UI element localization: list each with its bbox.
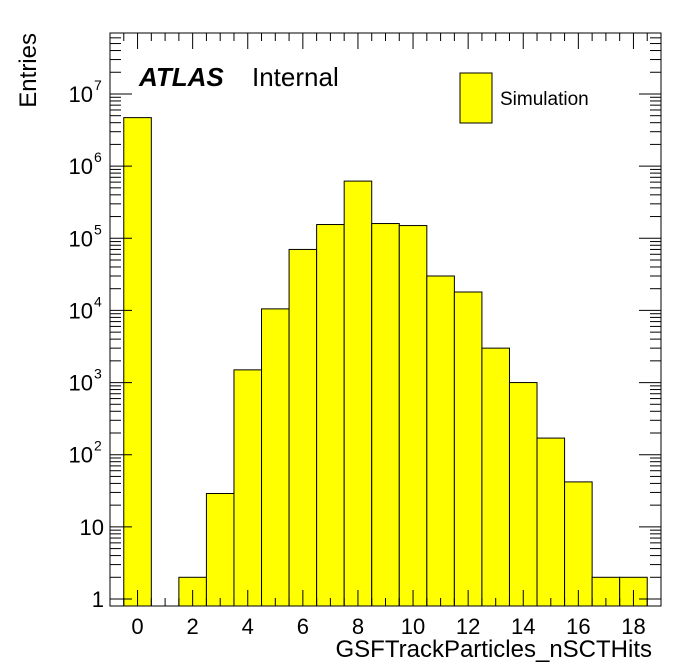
x-tick-label: 6 — [297, 614, 309, 639]
y-tick-exponent: 7 — [94, 77, 102, 93]
x-tick-label: 18 — [621, 614, 645, 639]
y-tick-label: 10 — [80, 515, 104, 540]
histogram-bar — [343, 180, 373, 607]
y-tick-exponent: 5 — [94, 221, 102, 237]
histogram-bar — [426, 275, 455, 607]
y-tick-label: 10 — [69, 82, 93, 107]
y-tick-label: 10 — [69, 371, 93, 396]
x-axis-title: GSFTrackParticles_nSCTHits — [336, 636, 653, 663]
x-tick-label: 12 — [456, 614, 480, 639]
histogram-bar — [481, 347, 510, 607]
x-tick-label: 4 — [242, 614, 254, 639]
histogram-bar — [508, 382, 538, 607]
y-tick-exponent: 3 — [94, 366, 102, 382]
y-tick-label: 10 — [69, 443, 93, 468]
y-axis-ticks — [110, 32, 661, 600]
x-tick-label: 2 — [187, 614, 199, 639]
legend-swatch — [459, 72, 493, 124]
y-tick-exponent: 2 — [94, 438, 102, 454]
legend-label-simulation: Simulation — [500, 89, 589, 110]
y-tick-label: 1 — [92, 587, 104, 612]
y-tick-exponent: 4 — [94, 293, 102, 309]
y-tick-label: 10 — [69, 298, 93, 323]
histogram-bar — [288, 248, 318, 607]
histogram-bar — [371, 223, 400, 607]
atlas-label: ATLAS — [138, 62, 224, 92]
histogram-bar — [453, 291, 483, 607]
x-tick-label: 8 — [352, 614, 364, 639]
x-axis-ticks — [123, 33, 662, 606]
histogram-bar — [233, 369, 263, 607]
y-tick-exponent: 6 — [94, 149, 102, 165]
histogram-bar — [564, 481, 593, 607]
y-tick-label: 10 — [69, 226, 93, 251]
histogram-bar — [261, 308, 290, 607]
internal-label: Internal — [252, 62, 339, 92]
x-tick-label: 14 — [511, 614, 535, 639]
histogram-bar — [123, 117, 152, 607]
histogram-bar — [316, 224, 345, 607]
x-tick-labels: 0 2 4 6 8 10 12 14 16 18 — [131, 614, 645, 639]
y-axis-title: Entries — [15, 33, 42, 108]
histogram-bar — [205, 492, 235, 607]
x-tick-label: 10 — [401, 614, 425, 639]
y-tick-label: 10 — [69, 154, 93, 179]
histogram-bars — [123, 117, 648, 607]
x-tick-label: 16 — [566, 614, 590, 639]
x-tick-label: 0 — [131, 614, 143, 639]
histogram-bar — [536, 437, 566, 607]
histogram-bar — [398, 225, 428, 607]
